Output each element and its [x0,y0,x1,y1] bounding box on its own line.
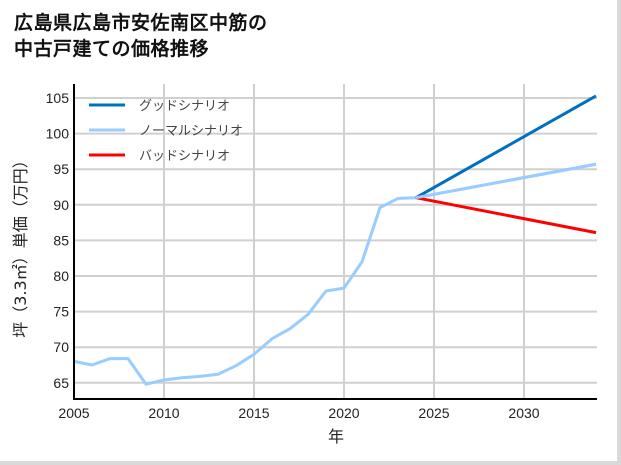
y-tick-label: 70 [53,339,69,355]
y-tick-label: 90 [53,197,69,213]
x-tick-label: 2025 [418,405,449,421]
legend-label: バッドシナリオ [139,149,230,164]
chart-title-line-1: 広島県広島市安佐南区中筋の [14,12,268,34]
normal-forecast-line [415,162,597,200]
axes [73,84,597,400]
legend-item: バッドシナリオ [89,149,230,164]
x-axis-ticks: 2005 2010 2015 2020 2025 2030 [58,405,539,421]
legend-label: ノーマルシナリオ [139,124,243,139]
legend-item: ノーマルシナリオ [89,124,243,139]
y-tick-label: 105 [46,90,70,106]
series-line [415,196,597,235]
y-tick-label: 95 [53,161,69,177]
y-tick-label: 65 [53,375,69,391]
y-axis-ticks: 65 70 75 80 85 90 95 100 105 [46,90,70,391]
legend-item: グッドシナリオ [89,99,230,114]
y-tick-label: 80 [53,268,69,284]
grid-lines [74,84,597,399]
chart-title-line-2: 中古戸建ての価格推移 [14,38,210,60]
y-tick-label: 100 [46,126,70,142]
series-line [415,94,597,200]
chart-title: 広島県広島市安佐南区中筋の 中古戸建ての価格推移 [14,10,268,62]
x-tick-label: 2005 [58,405,89,421]
y-tick-label: 75 [53,304,69,320]
x-tick-label: 2030 [508,405,539,421]
x-tick-label: 2015 [238,405,269,421]
x-tick-label: 2010 [148,405,179,421]
series-line [73,162,597,386]
y-axis-label: 坪（3.3㎡）単価（万円） [11,152,30,337]
data-lines [73,94,597,386]
y-tick-label: 85 [53,232,69,248]
legend-label: グッドシナリオ [139,99,230,114]
x-axis-label: 年 [328,427,344,446]
x-tick-label: 2020 [328,405,359,421]
